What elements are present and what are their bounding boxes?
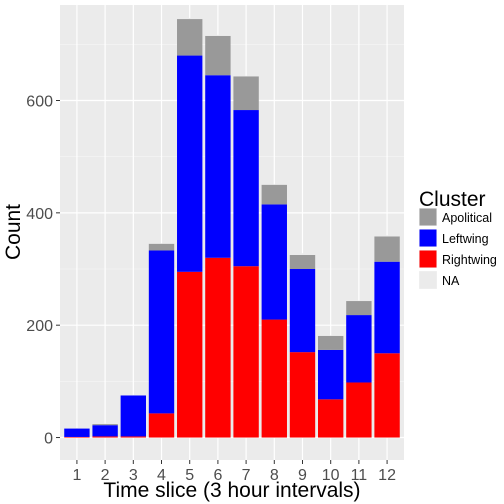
bar-leftwing-1	[64, 428, 90, 437]
bar-apolitical-8	[261, 184, 287, 205]
legend-label-leftwing: Leftwing	[442, 232, 489, 246]
legend-key-leftwing	[419, 229, 437, 247]
y-tick-label: 400	[26, 206, 53, 223]
x-axis: 1 2 3 4 5 6 7 8 9 10 11 12	[72, 460, 396, 484]
bar-leftwing-12	[374, 261, 400, 354]
x-tick-label: 8	[270, 467, 279, 484]
x-tick-label: 5	[185, 467, 194, 484]
bar-apolitical-10	[318, 335, 344, 350]
bar-na-8	[261, 184, 287, 185]
y-tick-label: 600	[26, 93, 53, 110]
bar-na-3	[120, 394, 146, 396]
bar-rightwing-3	[120, 436, 146, 438]
bar-leftwing-8	[261, 204, 287, 320]
bar-rightwing-7	[233, 266, 259, 438]
bar-apolitical-4	[148, 243, 175, 251]
x-tick-label: 7	[242, 467, 251, 484]
x-tick-label: 9	[298, 467, 307, 484]
bar-leftwing-11	[346, 315, 372, 383]
bar-na-2	[92, 423, 118, 425]
bar-na-6	[205, 34, 231, 36]
bar-rightwing-4	[148, 413, 175, 438]
legend-label-apolitical: Apolitical	[442, 211, 492, 225]
x-tick-label: 11	[351, 467, 368, 484]
y-tick-label: 0	[44, 431, 53, 448]
bar-na-10	[318, 335, 344, 336]
bar-na-11	[346, 300, 372, 302]
bar-na-12	[374, 235, 400, 237]
bar-rightwing-10	[318, 399, 344, 438]
bar-na-7	[233, 75, 259, 77]
y-axis-title: Count	[2, 204, 25, 260]
bar-na-5	[177, 17, 203, 20]
x-tick-label: 2	[101, 467, 110, 484]
legend-label-rightwing: Rightwing	[442, 253, 497, 267]
y-axis: 0 200 400 600	[26, 93, 60, 448]
bar-leftwing-6	[205, 75, 231, 258]
bar-leftwing-9	[289, 269, 316, 353]
legend-label-na: NA	[442, 274, 460, 288]
x-tick-label: 12	[378, 467, 396, 484]
bar-leftwing-7	[233, 110, 259, 267]
bar-leftwing-4	[148, 250, 175, 414]
bar-apolitical-11	[346, 301, 372, 316]
x-tick-label: 10	[322, 467, 340, 484]
y-tick-label: 200	[26, 318, 53, 335]
bar-na-9	[289, 253, 316, 255]
bar-apolitical-12	[374, 236, 400, 262]
bar-rightwing-5	[177, 271, 203, 438]
legend-title: Cluster	[419, 188, 486, 211]
bars	[64, 17, 400, 438]
bar-na-1	[64, 427, 90, 429]
x-tick-label: 6	[213, 467, 222, 484]
legend-key-rightwing	[419, 250, 437, 268]
bar-apolitical-9	[289, 254, 316, 270]
bar-leftwing-3	[120, 395, 146, 437]
bar-rightwing-1	[64, 436, 90, 438]
bar-apolitical-7	[233, 76, 259, 111]
bar-rightwing-12	[374, 353, 400, 438]
x-axis-title: Time slice (3 hour intervals)	[103, 479, 360, 502]
x-tick-label: 3	[129, 467, 138, 484]
bar-apolitical-5	[177, 19, 203, 56]
bar-rightwing-8	[261, 319, 287, 438]
legend: Cluster Apolitical Leftwing Rightwing NA	[419, 188, 497, 289]
bar-apolitical-6	[205, 35, 231, 76]
bar-rightwing-6	[205, 257, 231, 438]
bar-rightwing-11	[346, 382, 372, 438]
x-tick-label: 4	[157, 467, 166, 484]
bar-leftwing-5	[177, 55, 203, 272]
bar-rightwing-2	[92, 436, 118, 438]
bar-leftwing-10	[318, 349, 344, 400]
legend-key-apolitical	[419, 208, 437, 226]
bar-na-4	[148, 243, 175, 244]
bar-apolitical-2	[92, 424, 118, 426]
bar-leftwing-2	[92, 425, 118, 437]
legend-key-na	[419, 271, 437, 289]
bar-rightwing-9	[289, 352, 316, 438]
x-tick-label: 1	[72, 467, 81, 484]
